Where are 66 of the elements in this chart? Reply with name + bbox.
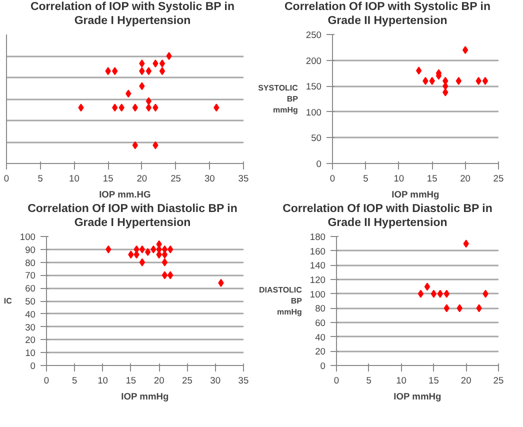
x-tick-label: 15	[426, 174, 438, 184]
x-tick-label: 25	[170, 174, 181, 184]
x-tick-label: 10	[98, 376, 108, 386]
x-tick-label: 25	[493, 174, 504, 184]
y-tick-label: 100	[310, 289, 326, 300]
y-tick-label: 100	[20, 232, 36, 242]
x-tick-label: 15	[126, 376, 136, 386]
x-tick-label: 30	[210, 376, 221, 386]
y-tick-label: 250	[306, 30, 322, 40]
x-tick-label: 35	[238, 174, 249, 184]
x-tick-label: 0	[4, 174, 10, 184]
y-tick-label: 0	[30, 361, 36, 371]
chart-title: Correlation Of IOP with Systolic BP in Grade II Hypertension	[284, 0, 492, 28]
x-tick-label: 10	[394, 174, 404, 184]
y-tick-label: 20	[25, 335, 36, 346]
x-tick-label: 5	[38, 174, 43, 184]
y-tick-label: 60	[25, 284, 36, 294]
y-tick-label: 150	[306, 82, 322, 92]
x-tick-label: 30	[204, 174, 215, 184]
y-tick-label: 40	[315, 332, 326, 342]
y-tick-label: 200	[306, 56, 322, 66]
x-tick-label: 20	[460, 174, 471, 184]
y-tick-label: 0	[316, 159, 322, 169]
x-tick-label: 10	[396, 376, 407, 386]
y-tick-label: 60	[315, 318, 326, 328]
y-tick-label: 0	[320, 361, 326, 371]
x-tick-label: 0	[44, 376, 50, 386]
y-tick-label: 90	[25, 244, 36, 255]
y-tick-label: 50	[311, 133, 322, 144]
x-tick-label: 10	[69, 174, 80, 184]
y-axis-title: IC	[4, 296, 12, 306]
x-tick-label: 15	[102, 174, 114, 184]
y-tick-label: 160	[310, 246, 326, 256]
y-tick-label: 70	[25, 270, 36, 281]
y-tick-label: 100	[306, 107, 322, 118]
x-tick-label: 20	[136, 174, 148, 184]
y-tick-label: 80	[315, 304, 326, 314]
y-tick-label: 30	[25, 322, 36, 332]
x-tick-label: 20	[154, 376, 164, 386]
y-tick-label: 10	[25, 348, 36, 358]
chart-title: Correlation of IOP with Systolic BP in Grade I Hypertension	[29, 0, 236, 28]
y-axis-title: SYSTOLIC BP mmHg	[258, 84, 299, 114]
x-axis-title: IOP mmHg	[394, 392, 442, 402]
y-tick-label: 40	[25, 309, 36, 320]
x-tick-label: 20	[460, 376, 472, 386]
y-tick-label: 180	[310, 232, 326, 242]
x-tick-label: 25	[182, 376, 192, 386]
x-tick-label: 0	[334, 376, 340, 386]
x-axis-title: IOP mmHg	[121, 392, 169, 402]
chart-title: Correlation Of IOP with Diastolic BP in Grade II Hypertension	[282, 202, 494, 230]
x-tick-label: 5	[72, 376, 78, 386]
y-tick-label: 140	[310, 260, 326, 271]
chart-title: Correlation Of IOP with Diastolic BP in Grade I Hypertension	[26, 202, 238, 230]
y-axis-title: DIASTOLIC BP mmHg	[258, 286, 303, 316]
x-tick-label: 35	[238, 376, 249, 386]
y-tick-label: 50	[25, 296, 36, 306]
y-tick-label: 80	[25, 258, 36, 268]
x-axis-title: IOP mmHg	[392, 190, 440, 200]
x-axis-title: IOP mm.HG	[99, 190, 151, 200]
x-tick-label: 15	[428, 376, 439, 386]
y-tick-label: 120	[310, 275, 326, 285]
x-tick-label: 5	[363, 174, 368, 184]
y-tick-label: 20	[315, 346, 326, 357]
x-tick-label: 25	[493, 376, 504, 386]
x-tick-label: 0	[330, 174, 336, 184]
x-tick-label: 5	[366, 376, 372, 386]
